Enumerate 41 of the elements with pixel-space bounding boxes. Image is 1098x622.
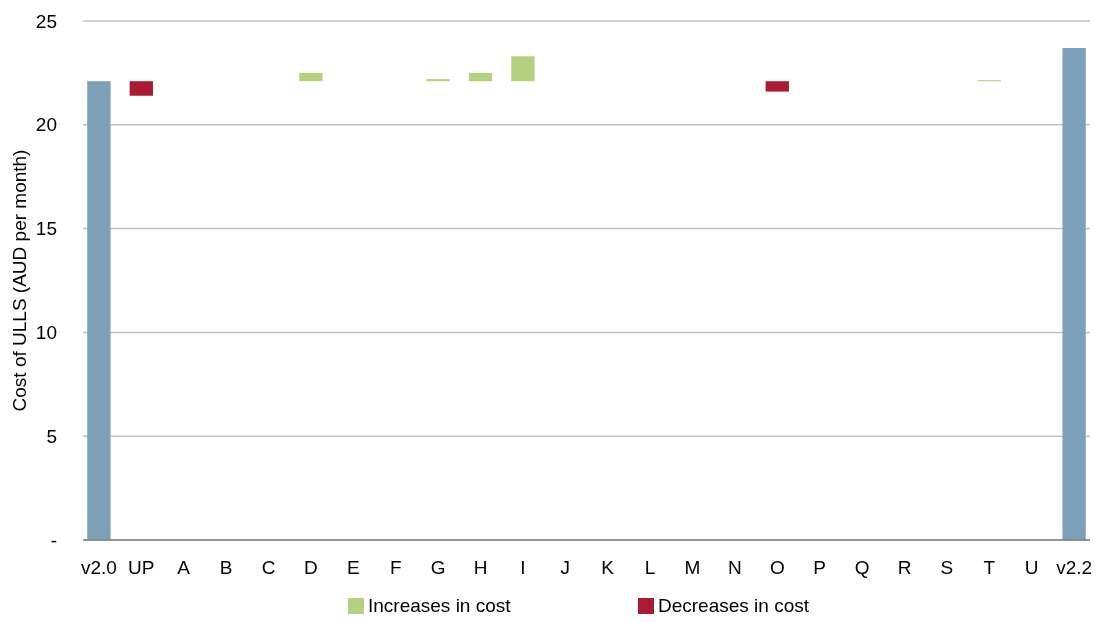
x-tick-label: D <box>304 557 318 578</box>
y-tick-label: 20 <box>35 114 57 136</box>
legend-label: Decreases in cost <box>658 595 810 616</box>
x-tick-label: C <box>261 557 276 578</box>
x-tick-label: A <box>177 557 191 578</box>
x-tick-label: v2.2 <box>1056 557 1093 578</box>
x-tick-label: H <box>473 557 488 578</box>
x-tick-label: K <box>601 557 615 578</box>
bar <box>129 81 153 96</box>
y-tick-label: 15 <box>35 218 57 240</box>
x-tick-label: R <box>897 557 912 578</box>
bar <box>511 56 535 82</box>
x-tick-label: O <box>769 557 785 578</box>
x-tick-label: T <box>983 557 996 578</box>
bar <box>468 72 493 82</box>
x-tick-label: F <box>389 557 402 578</box>
bar <box>426 79 450 82</box>
x-tick-label: B <box>219 557 233 578</box>
x-tick-label: v2.0 <box>80 557 117 578</box>
legend-label: Increases in cost <box>368 595 512 616</box>
bar <box>765 81 789 92</box>
x-tick-label: P <box>813 557 827 578</box>
x-tick-label: S <box>940 557 954 578</box>
x-tick-label: M <box>684 557 701 578</box>
x-tick-label: N <box>728 557 742 578</box>
y-tick-label: 10 <box>35 322 57 344</box>
x-tick-label: L <box>644 557 656 578</box>
x-tick-label: I <box>520 557 526 578</box>
y-tick-label: - <box>50 529 57 551</box>
x-tick-label: Q <box>854 557 870 578</box>
bar <box>1062 47 1086 540</box>
x-tick-label: J <box>560 557 571 578</box>
bar <box>299 72 323 82</box>
x-tick-label: G <box>430 557 446 578</box>
x-tick-label: UP <box>128 557 155 578</box>
y-tick-label: 25 <box>35 10 57 32</box>
x-tick-label: E <box>346 557 360 578</box>
y-axis-title: Cost of ULLS (AUD per month) <box>9 149 30 412</box>
bar <box>87 81 111 540</box>
x-tick-label: U <box>1024 557 1039 578</box>
y-tick-label: 5 <box>46 425 57 447</box>
